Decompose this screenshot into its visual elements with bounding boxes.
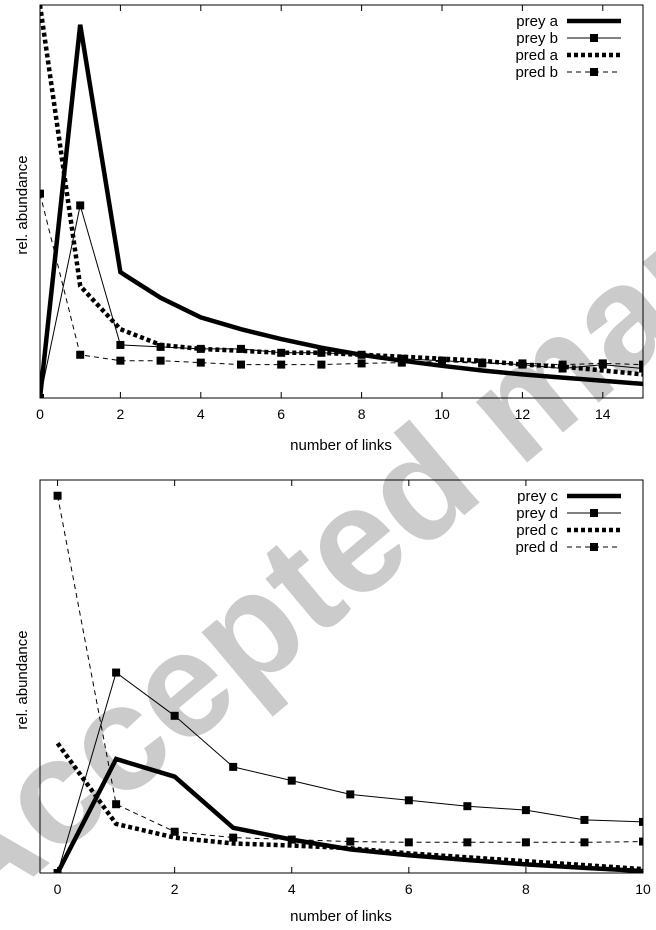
data-point (357, 350, 366, 359)
data-point (76, 201, 85, 210)
x-tick-label: 10 (635, 881, 651, 897)
data-point (404, 796, 413, 805)
data-point (639, 360, 643, 369)
plot-frame (39, 479, 644, 874)
legend-marker (590, 543, 598, 551)
data-point (112, 668, 121, 677)
x-tick-label: 8 (522, 881, 530, 897)
x-tick-label: 4 (288, 881, 296, 897)
data-point (196, 358, 205, 367)
series-line (40, 24, 643, 398)
data-point (580, 838, 589, 847)
legend-label: pred a (515, 47, 558, 64)
data-point (237, 360, 245, 369)
data-point (40, 394, 44, 398)
legend-label: pred c (516, 522, 558, 539)
legend-label: prey c (517, 488, 558, 505)
data-point (463, 802, 472, 811)
data-point (346, 837, 355, 846)
legend-marker (590, 34, 598, 42)
plot-frame (39, 4, 644, 399)
legend-marker (590, 68, 598, 76)
data-point (397, 358, 406, 367)
x-axis-label: number of links (290, 437, 392, 454)
x-tick-label: 2 (117, 406, 125, 422)
data-point (237, 344, 245, 353)
data-point (518, 359, 527, 368)
data-point (40, 189, 44, 198)
data-point (404, 838, 413, 847)
x-tick-label: 0 (36, 406, 44, 422)
data-point (463, 838, 472, 847)
legend-label: prey a (516, 13, 558, 30)
x-tick-label: 14 (595, 406, 611, 422)
data-point (170, 711, 179, 720)
data-point (112, 800, 121, 809)
data-point (170, 827, 179, 836)
data-point (53, 491, 62, 500)
data-point (287, 776, 296, 785)
series-line (55, 756, 643, 873)
data-point (156, 356, 165, 365)
x-tick-label: 10 (434, 406, 450, 422)
series-line (57, 495, 643, 843)
data-point (196, 344, 205, 353)
data-point (357, 359, 366, 368)
data-point (76, 350, 85, 359)
legend-label: pred d (515, 539, 558, 556)
x-axis-label: number of links (290, 908, 392, 925)
x-tick-label: 4 (197, 406, 205, 422)
legend-marker (590, 509, 598, 517)
x-tick-label: 12 (515, 406, 531, 422)
data-point (558, 360, 567, 369)
data-point (346, 790, 355, 799)
data-point (277, 360, 286, 369)
data-point (229, 833, 238, 842)
data-point (521, 806, 530, 815)
x-tick-label: 6 (405, 881, 413, 897)
data-point (116, 340, 125, 349)
data-point (598, 359, 607, 368)
legend-label: pred b (515, 64, 558, 81)
x-tick-label: 0 (54, 881, 62, 897)
data-point (639, 837, 643, 846)
x-tick-label: 6 (277, 406, 285, 422)
legend-label: prey b (516, 30, 558, 47)
data-point (639, 817, 643, 826)
series-group (53, 491, 643, 873)
data-point (229, 762, 238, 771)
series-group (40, 5, 643, 398)
data-point (287, 835, 296, 844)
series-line (40, 5, 643, 377)
x-tick-label: 2 (171, 881, 179, 897)
data-point (478, 359, 487, 368)
data-point (317, 360, 326, 369)
x-ticks: 0 2 4 6 8 10 (54, 480, 651, 897)
data-point (438, 357, 446, 366)
x-ticks: 0 2 4 6 8 10 12 14 (36, 5, 611, 422)
legend-label: prey d (516, 505, 558, 522)
y-axis-label: rel. abundance (14, 155, 31, 254)
series-line (40, 193, 643, 366)
x-tick-label: 8 (358, 406, 366, 422)
y-axis-label: rel. abundance (14, 630, 31, 729)
data-point (521, 838, 530, 847)
data-point (580, 815, 589, 824)
data-point (116, 356, 125, 365)
data-point (53, 869, 62, 873)
